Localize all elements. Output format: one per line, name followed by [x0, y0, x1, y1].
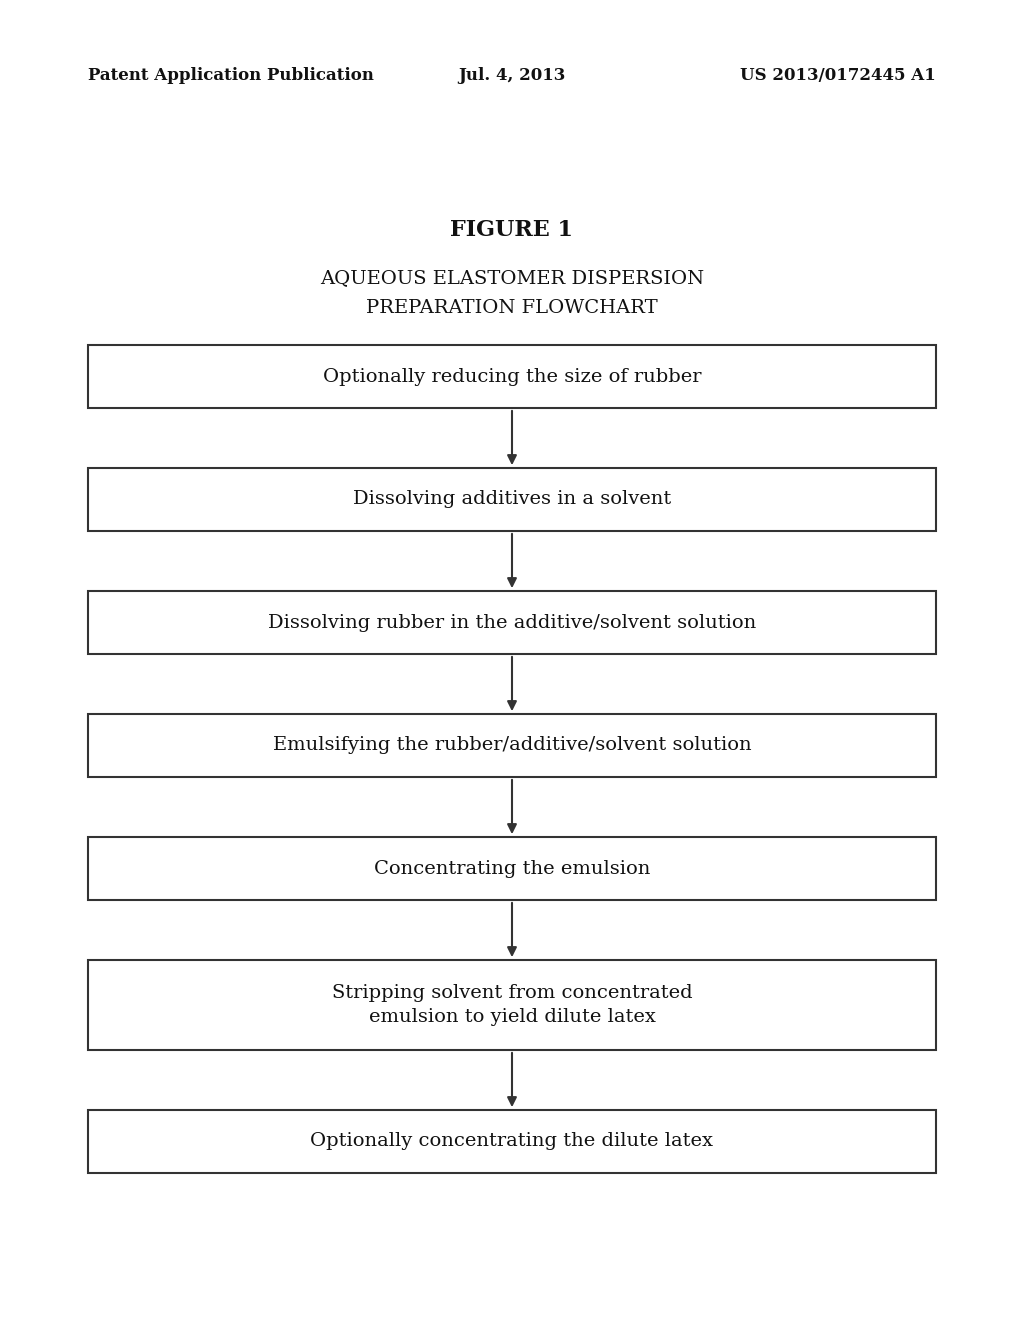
Bar	[88, 1110, 936, 1173]
Text: AQUEOUS ELASTOMER DISPERSION: AQUEOUS ELASTOMER DISPERSION	[319, 269, 705, 286]
Bar	[88, 714, 936, 777]
Bar	[88, 345, 936, 408]
Text: Jul. 4, 2013: Jul. 4, 2013	[459, 66, 565, 83]
Text: Dissolving rubber in the additive/solvent solution: Dissolving rubber in the additive/solven…	[268, 614, 756, 631]
Text: Optionally concentrating the dilute latex: Optionally concentrating the dilute late…	[310, 1133, 714, 1151]
Text: PREPARATION FLOWCHART: PREPARATION FLOWCHART	[367, 300, 657, 317]
Text: Emulsifying the rubber/additive/solvent solution: Emulsifying the rubber/additive/solvent …	[272, 737, 752, 755]
Text: FIGURE 1: FIGURE 1	[451, 219, 573, 242]
Text: US 2013/0172445 A1: US 2013/0172445 A1	[740, 66, 936, 83]
Bar	[88, 591, 936, 653]
Bar	[88, 837, 936, 900]
Bar	[88, 960, 936, 1049]
Text: Patent Application Publication: Patent Application Publication	[88, 66, 374, 83]
Text: Concentrating the emulsion: Concentrating the emulsion	[374, 859, 650, 878]
Text: Dissolving additives in a solvent: Dissolving additives in a solvent	[353, 491, 671, 508]
Text: Optionally reducing the size of rubber: Optionally reducing the size of rubber	[323, 367, 701, 385]
Bar	[88, 469, 936, 531]
Text: Stripping solvent from concentrated
emulsion to yield dilute latex: Stripping solvent from concentrated emul…	[332, 983, 692, 1027]
